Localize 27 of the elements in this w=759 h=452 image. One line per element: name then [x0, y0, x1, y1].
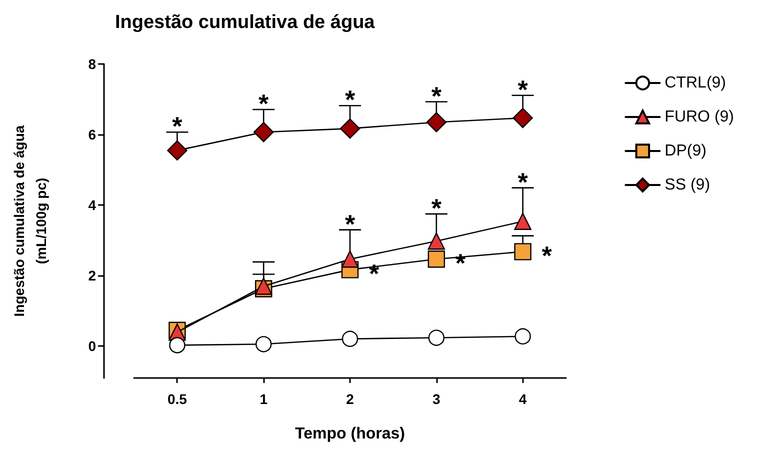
legend-label: CTRL(9): [664, 74, 726, 92]
annotation: *: [518, 74, 529, 104]
x-tick-label: 0.5: [167, 391, 188, 407]
annotation: *: [172, 111, 184, 142]
y-tick-label: 6: [88, 126, 96, 143]
annotation: *: [344, 208, 356, 239]
annotation: *: [518, 166, 529, 197]
x-tick-label: 4: [518, 391, 527, 407]
annotation: *: [431, 80, 442, 111]
y-tick-label: 2: [88, 268, 96, 284]
x-axis-title: Tempo (horas): [295, 426, 405, 442]
legend-label: FURO (9): [664, 108, 734, 126]
y-tick-label: 0: [88, 338, 96, 354]
annotation: *: [431, 192, 442, 223]
legend-label: DP(9): [664, 142, 706, 160]
x-tick-label: 2: [346, 391, 354, 407]
y-tick-label: 8: [88, 56, 96, 72]
x-tick-label: 1: [260, 391, 268, 407]
annotation: *: [344, 84, 356, 115]
y-tick-label: 4: [88, 197, 96, 214]
annotation: *: [368, 258, 380, 289]
y-axis-title: Ingestão cumulativa de água (mL/100g pc): [11, 125, 49, 317]
legend-label: SS (9): [664, 176, 710, 194]
annotation: *: [258, 88, 270, 119]
chart-title: Ingestão cumulativa de água: [115, 12, 376, 33]
x-tick-label: 3: [432, 391, 440, 407]
annotation: *: [542, 240, 553, 271]
